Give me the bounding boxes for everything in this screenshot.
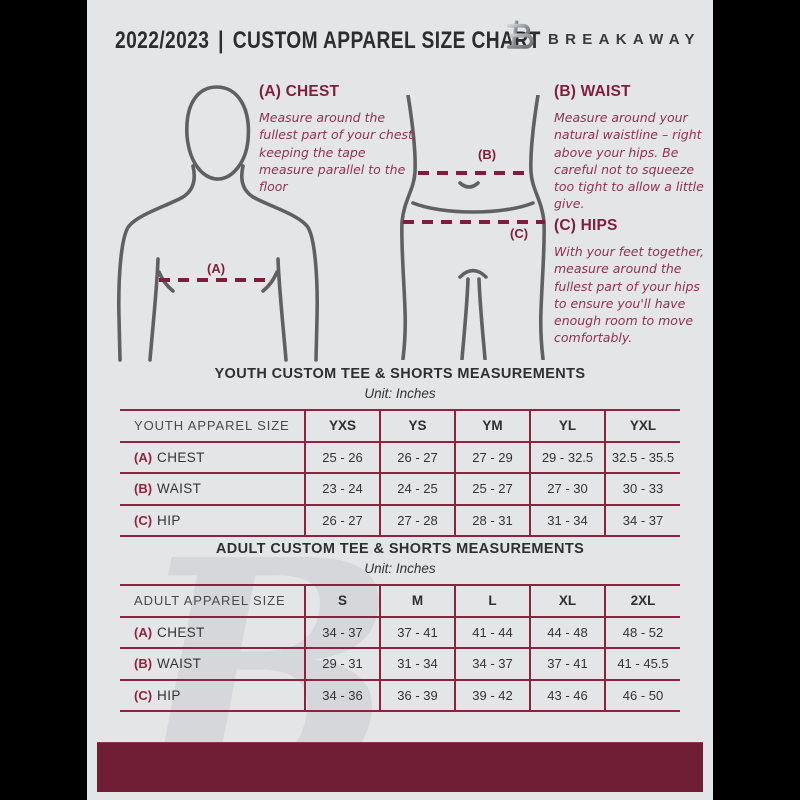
youth-section-unit: Unit: Inches: [364, 386, 436, 401]
column-header: YXL: [604, 410, 680, 442]
title-divider: |: [218, 27, 224, 54]
row-prefix: (A): [134, 624, 153, 640]
size-value-cell: 29 - 32.5: [529, 441, 605, 473]
size-value-cell: 31 - 34: [529, 504, 605, 536]
youth-table-header-row: YOUTH APPAREL SIZE YXS YS YM YL YXL: [120, 410, 680, 442]
brand-logo: BREAKAWAY: [501, 18, 701, 61]
size-value-cell: 37 - 41: [529, 648, 605, 680]
table-row: (B) WAIST 23 - 24 24 - 25 25 - 27 27 - 30…: [120, 473, 680, 505]
column-header: YM: [454, 410, 530, 442]
size-value-cell: 34 - 37: [604, 504, 680, 536]
title-year: 2022/2023: [115, 27, 210, 54]
size-value-cell: 27 - 28: [379, 504, 455, 536]
column-header: 2XL: [604, 585, 680, 617]
row-label: WAIST: [157, 656, 202, 672]
column-header: L: [454, 585, 530, 617]
youth-size-table: YOUTH APPAREL SIZE YXS YS YM YL YXL (A) C…: [120, 409, 680, 537]
size-value-cell: 28 - 31: [454, 504, 530, 536]
size-value-cell: 31 - 34: [379, 648, 455, 680]
waist-guide-block: (B) WAIST Measure around your natural wa…: [554, 83, 706, 213]
row-prefix: (B): [134, 656, 153, 672]
size-value-cell: 25 - 26: [304, 441, 380, 473]
row-label-cell: (A) CHEST: [120, 442, 305, 474]
size-value-cell: 39 - 42: [454, 679, 530, 711]
table-row: (A) CHEST 25 - 26 26 - 27 27 - 29 29 - 32…: [120, 441, 680, 474]
breakaway-b-icon: [501, 18, 539, 61]
footer-bar: [97, 742, 703, 792]
size-value-cell: 30 - 33: [604, 473, 680, 505]
column-header: ADULT APPAREL SIZE: [134, 593, 286, 609]
size-value-cell: 23 - 24: [304, 473, 380, 505]
column-header: S: [304, 585, 380, 617]
table-row: (C) HIP 26 - 27 27 - 28 28 - 31 31 - 34 3…: [120, 504, 680, 537]
table-row: (C) HIP 34 - 36 36 - 39 39 - 42 43 - 46 4…: [120, 679, 680, 712]
adult-table-header-row: ADULT APPAREL SIZE S M L XL 2XL: [120, 585, 680, 617]
size-value-cell: 34 - 37: [304, 616, 380, 648]
torso-figure-illustration: (A): [117, 85, 319, 362]
hips-guide-heading: (C) HIPS: [554, 217, 618, 234]
size-value-cell: 36 - 39: [379, 679, 455, 711]
size-value-cell: 29 - 31: [304, 648, 380, 680]
waist-guide-heading: (B) WAIST: [554, 83, 631, 100]
waist-marker-label: (B): [478, 147, 496, 162]
size-value-cell: 27 - 29: [454, 441, 530, 473]
row-label-cell: (C) HIP: [120, 505, 305, 537]
youth-section-title: YOUTH CUSTOM TEE & SHORTS MEASUREMENTS: [214, 366, 586, 382]
size-value-cell: 44 - 48: [529, 616, 605, 648]
adult-section-title: ADULT CUSTOM TEE & SHORTS MEASUREMENTS: [215, 541, 585, 557]
column-header: M: [379, 585, 455, 617]
row-prefix: (A): [134, 449, 153, 465]
waist-guide-text: Measure around your natural waistline – …: [554, 110, 704, 212]
size-value-cell: 34 - 37: [454, 648, 530, 680]
row-label-cell: (B) WAIST: [120, 648, 305, 680]
row-label: WAIST: [157, 481, 202, 497]
adult-section-unit: Unit: Inches: [364, 561, 436, 576]
chest-marker-label: (A): [207, 261, 225, 276]
row-label: CHEST: [157, 449, 205, 465]
size-value-cell: 41 - 45.5: [604, 648, 680, 680]
size-value-cell: 32.5 - 35.5: [604, 441, 680, 473]
title-text: CUSTOM APPAREL SIZE CHART: [232, 27, 541, 54]
hips-guide-text: With your feet together, measure around …: [554, 244, 705, 346]
chest-guide-block: (A) CHEST Measure around the fullest par…: [259, 83, 419, 195]
row-label-cell: (C) HIP: [120, 680, 305, 712]
hip-marker-label: (C): [510, 226, 528, 241]
size-value-cell: 41 - 44: [454, 616, 530, 648]
size-value-cell: 37 - 41: [379, 616, 455, 648]
size-value-cell: 34 - 36: [304, 679, 380, 711]
size-value-cell: 24 - 25: [379, 473, 455, 505]
column-header: XL: [529, 585, 605, 617]
column-header: YOUTH APPAREL SIZE: [134, 418, 290, 434]
size-value-cell: 48 - 52: [604, 616, 680, 648]
adult-size-table: ADULT APPAREL SIZE S M L XL 2XL (A) CHEST…: [120, 584, 680, 712]
size-value-cell: 26 - 27: [379, 441, 455, 473]
row-label: HIP: [157, 687, 181, 703]
table-row: (A) CHEST 34 - 37 37 - 41 41 - 44 44 - 48…: [120, 616, 680, 649]
size-value-cell: 46 - 50: [604, 679, 680, 711]
row-label-cell: (B) WAIST: [120, 473, 305, 505]
size-value-cell: 26 - 27: [304, 504, 380, 536]
hips-guide-block: (C) HIPS With your feet together, measur…: [554, 217, 712, 347]
table-row: (B) WAIST 29 - 31 31 - 34 34 - 37 37 - 41…: [120, 648, 680, 680]
row-prefix: (B): [134, 481, 153, 497]
row-prefix: (C): [134, 687, 153, 703]
size-value-cell: 43 - 46: [529, 679, 605, 711]
chest-guide-heading: (A) CHEST: [259, 83, 340, 100]
size-value-cell: 25 - 27: [454, 473, 530, 505]
size-chart-document: B 2022/2023 | CUSTOM APPAREL SIZE CHART: [87, 0, 713, 800]
brand-name: BREAKAWAY: [548, 31, 701, 48]
row-label: HIP: [157, 512, 181, 528]
document-title: 2022/2023 | CUSTOM APPAREL SIZE CHART: [115, 27, 541, 55]
row-prefix: (C): [134, 512, 153, 528]
column-header: YS: [379, 410, 455, 442]
hips-figure-illustration: (B) (C): [400, 95, 546, 360]
column-header: YL: [529, 410, 605, 442]
chest-guide-text: Measure around the fullest part of your …: [259, 110, 417, 194]
row-label: CHEST: [157, 624, 205, 640]
column-header: YXS: [304, 410, 380, 442]
size-value-cell: 27 - 30: [529, 473, 605, 505]
row-label-cell: (A) CHEST: [120, 617, 305, 649]
